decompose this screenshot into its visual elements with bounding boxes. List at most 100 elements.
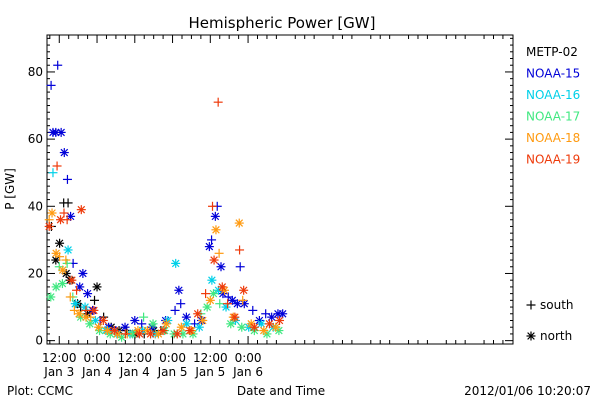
north-point: [74, 309, 84, 319]
north-point: [47, 208, 57, 218]
plot-frame: [46, 34, 514, 345]
north-point: [56, 127, 66, 137]
north-point: [181, 312, 191, 322]
south-point: [137, 319, 147, 329]
north-point: [94, 322, 104, 332]
x-tick-date-label: Jan 3: [43, 365, 74, 379]
north-point: [278, 309, 288, 319]
south-point: [207, 235, 217, 245]
marker-legend: south north: [526, 298, 574, 343]
north-point: [153, 329, 163, 339]
north-point: [70, 299, 80, 309]
north-point: [202, 302, 212, 312]
south-point: [46, 80, 56, 90]
south-point: [62, 174, 72, 184]
north-point: [210, 211, 220, 221]
north-point: [57, 279, 67, 289]
south-point: [69, 305, 79, 315]
y-tick-label: 0: [35, 334, 43, 348]
south-point: [139, 312, 149, 322]
north-point: [172, 329, 182, 339]
south-point: [248, 305, 258, 315]
north-point: [198, 315, 208, 325]
north-point: [90, 315, 100, 325]
x-axis-label: Date and Time: [237, 384, 325, 398]
south-point: [208, 201, 218, 211]
y-tick-label: 80: [28, 65, 43, 79]
marker-legend-label: south: [540, 298, 574, 312]
x-tick-date-label: Jan 5: [157, 365, 188, 379]
series-noaa-16: [48, 168, 278, 339]
north-point: [59, 148, 69, 158]
north-point: [211, 225, 221, 235]
north-point: [98, 315, 108, 325]
north-point: [259, 326, 269, 336]
north-point: [135, 329, 145, 339]
legend-entry: NOAA-16: [526, 88, 580, 102]
north-point: [161, 319, 171, 329]
x-tick-time-label: 12:00: [42, 351, 77, 365]
north-point: [76, 205, 86, 215]
south-marker-icon: [526, 300, 536, 310]
north-point: [174, 285, 184, 295]
north-point: [83, 289, 93, 299]
series-noaa-15: [46, 60, 288, 336]
south-point: [63, 198, 73, 208]
north-point: [51, 255, 61, 265]
south-point: [48, 168, 58, 178]
north-point: [249, 322, 259, 332]
north-point: [264, 319, 274, 329]
north-point: [204, 242, 214, 252]
legend-entry: NOAA-17: [526, 110, 580, 124]
north-point: [275, 315, 285, 325]
y-tick-label: 40: [28, 199, 43, 213]
north-point: [46, 292, 56, 302]
south-point: [65, 292, 75, 302]
north-point: [193, 309, 203, 319]
x-tick-time-label: 12:00: [117, 351, 152, 365]
series-noaa-19: [44, 97, 285, 339]
north-point: [130, 315, 140, 325]
x-tick-time-label: 0:00: [84, 351, 111, 365]
south-point: [53, 60, 63, 70]
north-point: [148, 319, 158, 329]
plot-timestamp: 2012/01/06 10:20:07: [464, 384, 591, 398]
north-point: [208, 289, 218, 299]
north-point: [227, 295, 237, 305]
y-tick-label: 20: [28, 266, 43, 280]
y-tick-label: 60: [28, 132, 43, 146]
south-point: [190, 319, 200, 329]
x-tick-time-label: 0:00: [159, 351, 186, 365]
x-tick-date-label: Jan 6: [232, 365, 263, 379]
north-point: [207, 275, 217, 285]
south-point: [61, 255, 71, 265]
north-point: [194, 322, 204, 332]
legend-entry: NOAA-18: [526, 131, 580, 145]
north-point: [58, 265, 68, 275]
south-point: [223, 299, 233, 309]
x-tick-time-label: 0:00: [235, 351, 262, 365]
south-point: [170, 305, 180, 315]
north-point: [182, 319, 192, 329]
south-point: [86, 312, 96, 322]
south-point: [235, 262, 245, 272]
north-point: [176, 322, 186, 332]
north-point: [80, 302, 90, 312]
north-point: [109, 326, 119, 336]
marker-legend-label: north: [540, 329, 572, 343]
south-point: [72, 285, 82, 295]
north-point: [55, 238, 65, 248]
south-point: [215, 299, 225, 309]
north-point: [217, 282, 227, 292]
north-point: [158, 326, 168, 336]
north-point: [89, 305, 99, 315]
north-point: [92, 282, 102, 292]
south-point: [176, 299, 186, 309]
north-point: [216, 262, 226, 272]
north-point: [205, 295, 215, 305]
south-point: [52, 161, 62, 171]
north-point: [226, 319, 236, 329]
north-point: [237, 322, 247, 332]
north-point: [85, 319, 95, 329]
